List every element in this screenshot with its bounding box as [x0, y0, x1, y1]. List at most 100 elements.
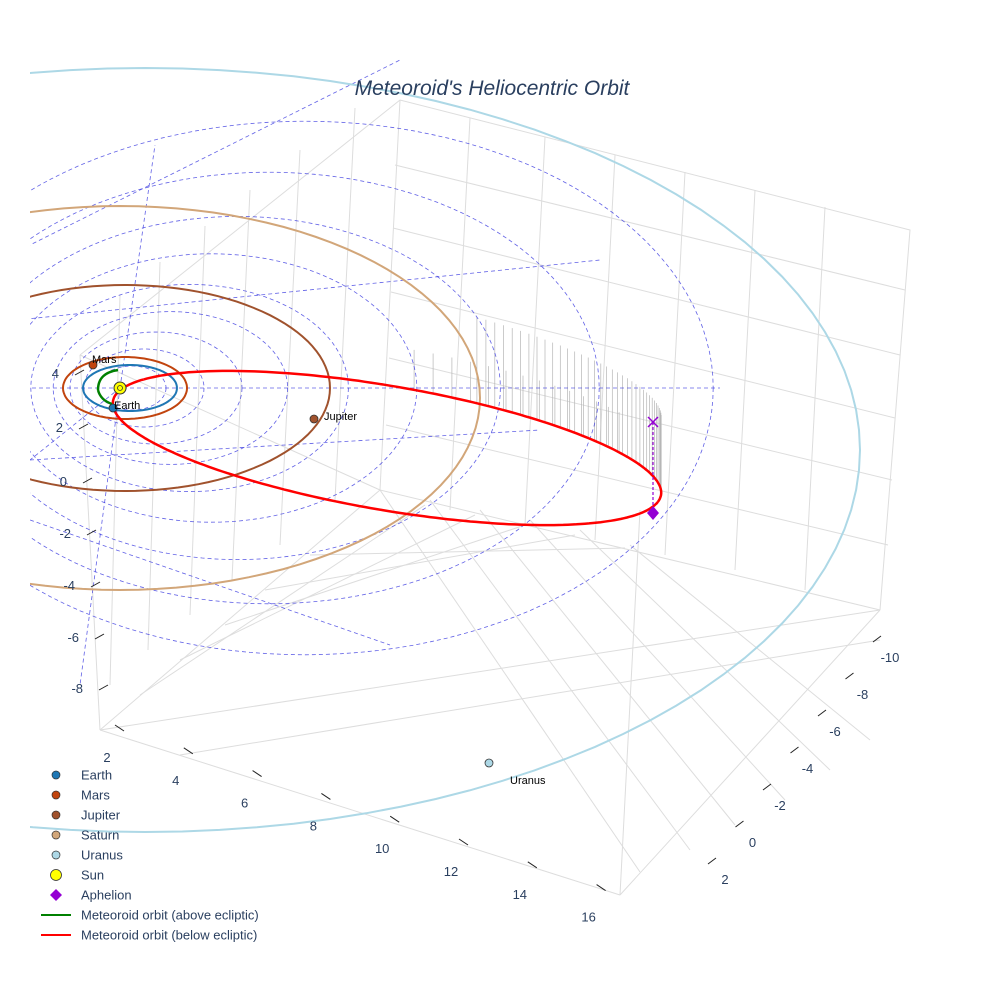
- legend-label: Meteoroid orbit (above ecliptic): [81, 908, 259, 923]
- axis-box-grid: [79, 99, 911, 896]
- ecliptic-spoke-4: [30, 429, 541, 461]
- y-tick-mark: [817, 709, 827, 717]
- aphelion-projection-marker: [647, 416, 659, 428]
- earth-orbit: [81, 364, 178, 412]
- y-tick-mark: [762, 783, 772, 791]
- x-tick-label: 14: [513, 887, 527, 902]
- legend-item-9: Meteoroid orbit (below ecliptic): [41, 928, 257, 943]
- z-tick-label: 4: [52, 366, 59, 381]
- legend-label: Uranus: [81, 848, 123, 863]
- x-tick-label: 16: [581, 910, 595, 925]
- y-tick-label: 0: [749, 835, 756, 850]
- sun-core: [117, 385, 123, 391]
- jupiter-orbit: [30, 283, 331, 493]
- ecliptic-spoke-6: [79, 387, 121, 686]
- ecliptic-spoke-5: [30, 519, 391, 646]
- z-tick-mark: [90, 581, 101, 588]
- y-tick-label: -8: [857, 687, 869, 702]
- bodies: Earth Mars Jupiter Uranus: [88, 354, 659, 787]
- legend-marker: [50, 869, 62, 881]
- legend-item-6: Sun: [50, 868, 104, 883]
- z-tick-mark: [94, 633, 105, 640]
- y-tick-label: 2: [721, 872, 728, 887]
- orbit-below-segment-2: [143, 369, 663, 503]
- legend-label: Meteoroid orbit (below ecliptic): [81, 928, 257, 943]
- ecliptic-ring-5: [30, 283, 349, 493]
- legend-item-8: Meteoroid orbit (above ecliptic): [41, 908, 259, 923]
- uranus-label: Uranus: [510, 775, 546, 787]
- x-tick-mark: [527, 861, 538, 869]
- z-tick-label: -2: [59, 526, 71, 541]
- orbit-drop-lines: [413, 317, 662, 492]
- y-tick-label: -6: [829, 724, 841, 739]
- y-tick-label: -4: [802, 761, 814, 776]
- jupiter-marker: [309, 414, 319, 424]
- x-tick-label: 8: [310, 818, 317, 833]
- chart-title: Meteoroid's Heliocentric Orbit: [355, 77, 631, 100]
- aphelion-marker: [647, 506, 659, 520]
- z-tick-label: -8: [71, 681, 83, 696]
- z-tick-mark: [74, 369, 85, 376]
- legend-item-7: Aphelion: [50, 888, 132, 903]
- y-axis-ticks: -10 -8 -6 -4 -2 0 2: [707, 635, 900, 887]
- x-tick-mark: [252, 770, 262, 778]
- legend-marker: [50, 889, 62, 901]
- z-tick-mark: [86, 529, 97, 536]
- x-axis-ticks: 2 4 6 8 10 12 14 16: [103, 724, 606, 925]
- legend-label: Mars: [81, 788, 110, 803]
- x-tick-label: 2: [103, 750, 110, 765]
- jupiter-label: Jupiter: [324, 411, 357, 423]
- mars-marker: [88, 360, 98, 370]
- y-tick-label: -2: [774, 798, 786, 813]
- z-tick-label: 0: [60, 474, 67, 489]
- legend-label: Jupiter: [81, 808, 121, 823]
- legend-label: Aphelion: [81, 888, 132, 903]
- z-tick-mark: [82, 477, 93, 484]
- uranus-marker: [484, 758, 494, 768]
- y-tick-mark: [845, 672, 854, 680]
- y-tick-mark: [707, 857, 717, 865]
- x-tick-label: 6: [241, 796, 248, 811]
- saturn-orbit: [30, 204, 481, 592]
- y-tick-label: -10: [881, 650, 900, 665]
- z-tick-mark: [98, 684, 109, 691]
- ecliptic-spoke-1: [30, 59, 401, 246]
- x-tick-mark: [321, 792, 331, 800]
- y-tick-mark: [735, 820, 744, 828]
- ecliptic-ring-1: [97, 365, 167, 411]
- earth-label: Earth: [114, 400, 140, 412]
- legend-item-4: Saturn: [51, 828, 119, 843]
- legend-label: Saturn: [81, 828, 119, 843]
- y-tick-mark: [790, 746, 799, 754]
- legend-marker: [51, 850, 61, 860]
- legend-item-3: Jupiter: [51, 808, 121, 823]
- x-tick-mark: [596, 884, 606, 892]
- legend-label: Earth: [81, 768, 112, 783]
- legend-marker: [51, 830, 61, 840]
- x-tick-mark: [389, 815, 400, 823]
- ecliptic-ring-9: [30, 120, 714, 656]
- ecliptic-ring-4: [52, 311, 288, 465]
- ecliptic-spoke-7: [30, 387, 121, 461]
- legend-marker: [51, 770, 61, 780]
- z-tick-mark: [78, 423, 89, 430]
- x-tick-label: 12: [444, 864, 458, 879]
- uranus-orbit: [30, 66, 861, 834]
- z-axis-ticks: 4 2 0 -2 -4 -6 -8: [52, 366, 109, 696]
- legend-item-2: Mars: [51, 788, 110, 803]
- sun-marker: [113, 381, 127, 395]
- legend-label: Sun: [81, 868, 104, 883]
- x-tick-label: 4: [172, 773, 179, 788]
- mars-label: Mars: [92, 354, 117, 366]
- x-tick-mark: [114, 724, 125, 732]
- ecliptic-ring-6: [30, 253, 418, 523]
- planet-orbits: [30, 66, 861, 834]
- orbit-above-segment: [96, 368, 119, 406]
- legend-marker: [51, 790, 61, 800]
- legend-item-5: Uranus: [51, 848, 123, 863]
- earth-marker: [108, 403, 118, 413]
- y-tick-mark: [872, 635, 882, 643]
- x-tick-mark: [458, 838, 469, 846]
- x-tick-label: 10: [375, 841, 389, 856]
